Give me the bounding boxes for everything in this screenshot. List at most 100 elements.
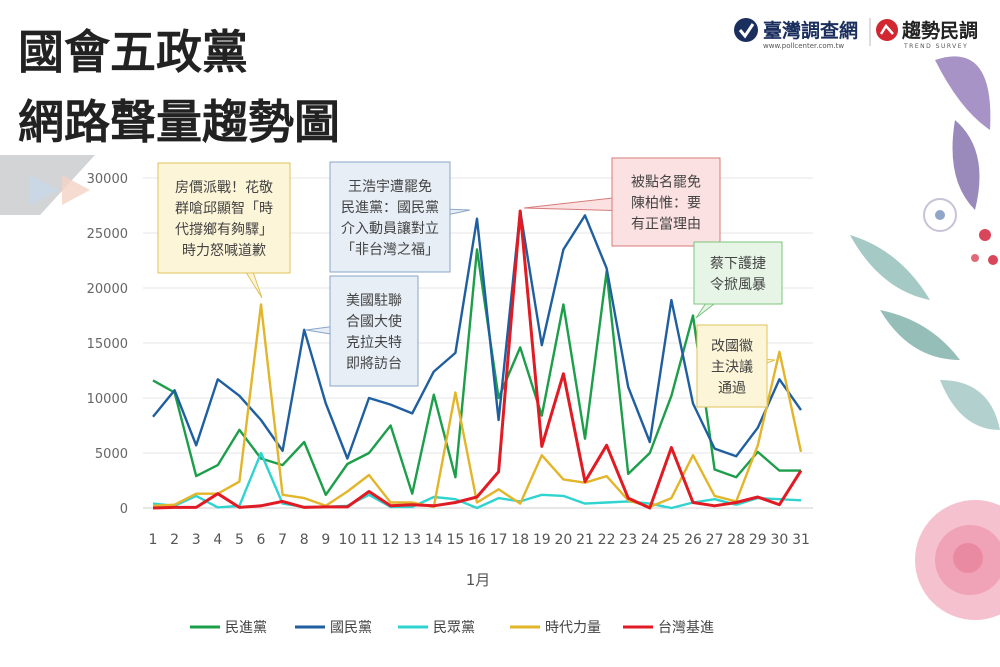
annotation-text: 令掀風暴 <box>710 277 766 293</box>
annotation-text: 主決議 <box>711 359 753 376</box>
annotation-text: 改國徽 <box>711 339 753 355</box>
annotation-text: 合國大使 <box>346 313 402 330</box>
x-tick-label: 11 <box>360 532 378 548</box>
x-tick-label: 16 <box>468 532 486 548</box>
logo-right: 趨勢民調 TREND SURVEY <box>876 19 978 50</box>
logo-left-name: 臺灣調查網 <box>763 19 858 42</box>
series-line-4 <box>152 303 803 509</box>
x-tick-label: 13 <box>403 532 421 548</box>
logo-trend-icon <box>876 19 898 41</box>
x-tick-label: 6 <box>257 532 266 548</box>
logo-trend-mark <box>879 23 894 35</box>
legend-label: 時代力量 <box>545 620 601 636</box>
decor-berry <box>979 229 991 241</box>
y-tick-label: 5000 <box>95 447 128 462</box>
x-tick-label: 5 <box>235 532 244 548</box>
decor-blue-arrow <box>30 175 58 205</box>
x-tick-label: 10 <box>338 532 356 548</box>
chart-legend: 民進黨 國民黨 民眾黨 時代力量 台灣基進 <box>190 619 714 636</box>
annotation-text: 有正當理由 <box>631 217 701 233</box>
x-tick-label: 19 <box>533 532 551 548</box>
decor-pink-arrow <box>62 175 90 205</box>
y-tick-label: 20000 <box>87 282 128 297</box>
annotation-box <box>611 157 721 247</box>
annotation-text: 即將訪台 <box>346 356 402 372</box>
annotation-text: 被點名罷免 <box>631 175 701 191</box>
annotation-box <box>696 324 768 408</box>
x-tick-label: 22 <box>598 532 616 548</box>
x-tick-label: 24 <box>641 532 659 548</box>
decor-flowers <box>850 56 1000 620</box>
logo-right-sub: TREND SURVEY <box>903 43 968 50</box>
x-axis-label: 1月 <box>466 571 491 589</box>
title-line-2: 網路聲量趨勢圖 <box>18 95 340 149</box>
logo-right-name: 趨勢民調 <box>901 19 978 42</box>
decor-green-leaf <box>940 380 1000 430</box>
x-tick-label: 9 <box>321 532 330 548</box>
annotation-box <box>329 161 451 273</box>
x-tick-label: 1 <box>149 532 158 548</box>
annotations: 房價派戰！花敬群嗆邱顯智「時代撐鄉有夠驛」時力怒喊道歉美國駐聯合國大使克拉夫特即… <box>157 157 783 408</box>
x-tick-label: 12 <box>382 532 400 548</box>
annotation-text: 王浩宇遭罷免 <box>348 179 432 195</box>
series-line-5 <box>152 209 803 510</box>
annotation-box <box>329 275 419 387</box>
decor-flower-center <box>935 210 945 220</box>
x-tick-label: 26 <box>684 532 702 548</box>
x-tick-label: 4 <box>213 532 222 548</box>
annotation-box <box>693 241 783 305</box>
series-line-1 <box>152 248 801 496</box>
annotation-text: 群嗆邱顯智「時 <box>175 201 273 217</box>
logo-check-icon <box>734 18 758 42</box>
annotation-text: 房價派戰！花敬 <box>175 179 273 196</box>
chart-series <box>152 209 803 510</box>
decor-berry-2 <box>988 255 998 265</box>
annotation-text: 陳柏惟：要 <box>631 196 701 212</box>
series-line-2 <box>152 209 802 460</box>
x-tick-label: 28 <box>727 532 745 548</box>
y-tick-label: 25000 <box>87 227 128 242</box>
x-tick-label: 31 <box>792 532 810 548</box>
x-tick-label: 25 <box>662 532 680 548</box>
annotation-text: 時力怒喊道歉 <box>182 242 266 259</box>
x-tick-label: 21 <box>576 532 594 548</box>
x-tick-label: 30 <box>770 532 788 548</box>
logo-left: 臺灣調查網 www.pollcenter.com.tw <box>734 18 871 50</box>
decor-left <box>0 155 95 215</box>
annotation-box <box>157 162 291 274</box>
x-tick-label: 27 <box>706 532 724 548</box>
legend-label: 國民黨 <box>330 620 372 636</box>
x-tick-label: 23 <box>619 532 637 548</box>
x-tick-label: 2 <box>170 532 179 548</box>
annotation-text: 代撐鄉有夠驛」 <box>175 222 273 238</box>
y-tick-label: 30000 <box>87 172 128 187</box>
decor-teal-leaf <box>850 235 930 300</box>
logo-check-mark <box>738 23 755 39</box>
annotation-text: 克拉夫特 <box>346 335 402 351</box>
x-tick-label: 17 <box>490 532 508 548</box>
title-line-1: 國會五政黨 <box>18 25 248 79</box>
x-tick-label: 18 <box>511 532 529 548</box>
x-tick-label: 15 <box>446 532 464 548</box>
decor-berry-3 <box>971 254 979 262</box>
x-tick-label: 8 <box>300 532 309 548</box>
x-tick-label: 20 <box>554 532 572 548</box>
x-tick-label: 14 <box>425 532 443 548</box>
annotation-text: 蔡下護捷 <box>710 256 766 272</box>
annotation-text: 美國駐聯 <box>346 293 402 309</box>
legend-label: 民進黨 <box>225 620 267 636</box>
x-tick-label: 3 <box>192 532 201 548</box>
decor-teal-leaf-2 <box>880 310 960 360</box>
y-tick-label: 0 <box>120 502 128 517</box>
decor-purple-leaf <box>935 56 991 131</box>
annotation-text: 介入動員讓對立 <box>341 220 439 237</box>
x-axis-ticks: 1 2 3 4 5 6 7 8 9 10 11 12 13 14 15 16 17 18 19 20 21 22 23 24 2… <box>149 532 810 548</box>
annotation-text: 「非台灣之福」 <box>341 242 439 258</box>
